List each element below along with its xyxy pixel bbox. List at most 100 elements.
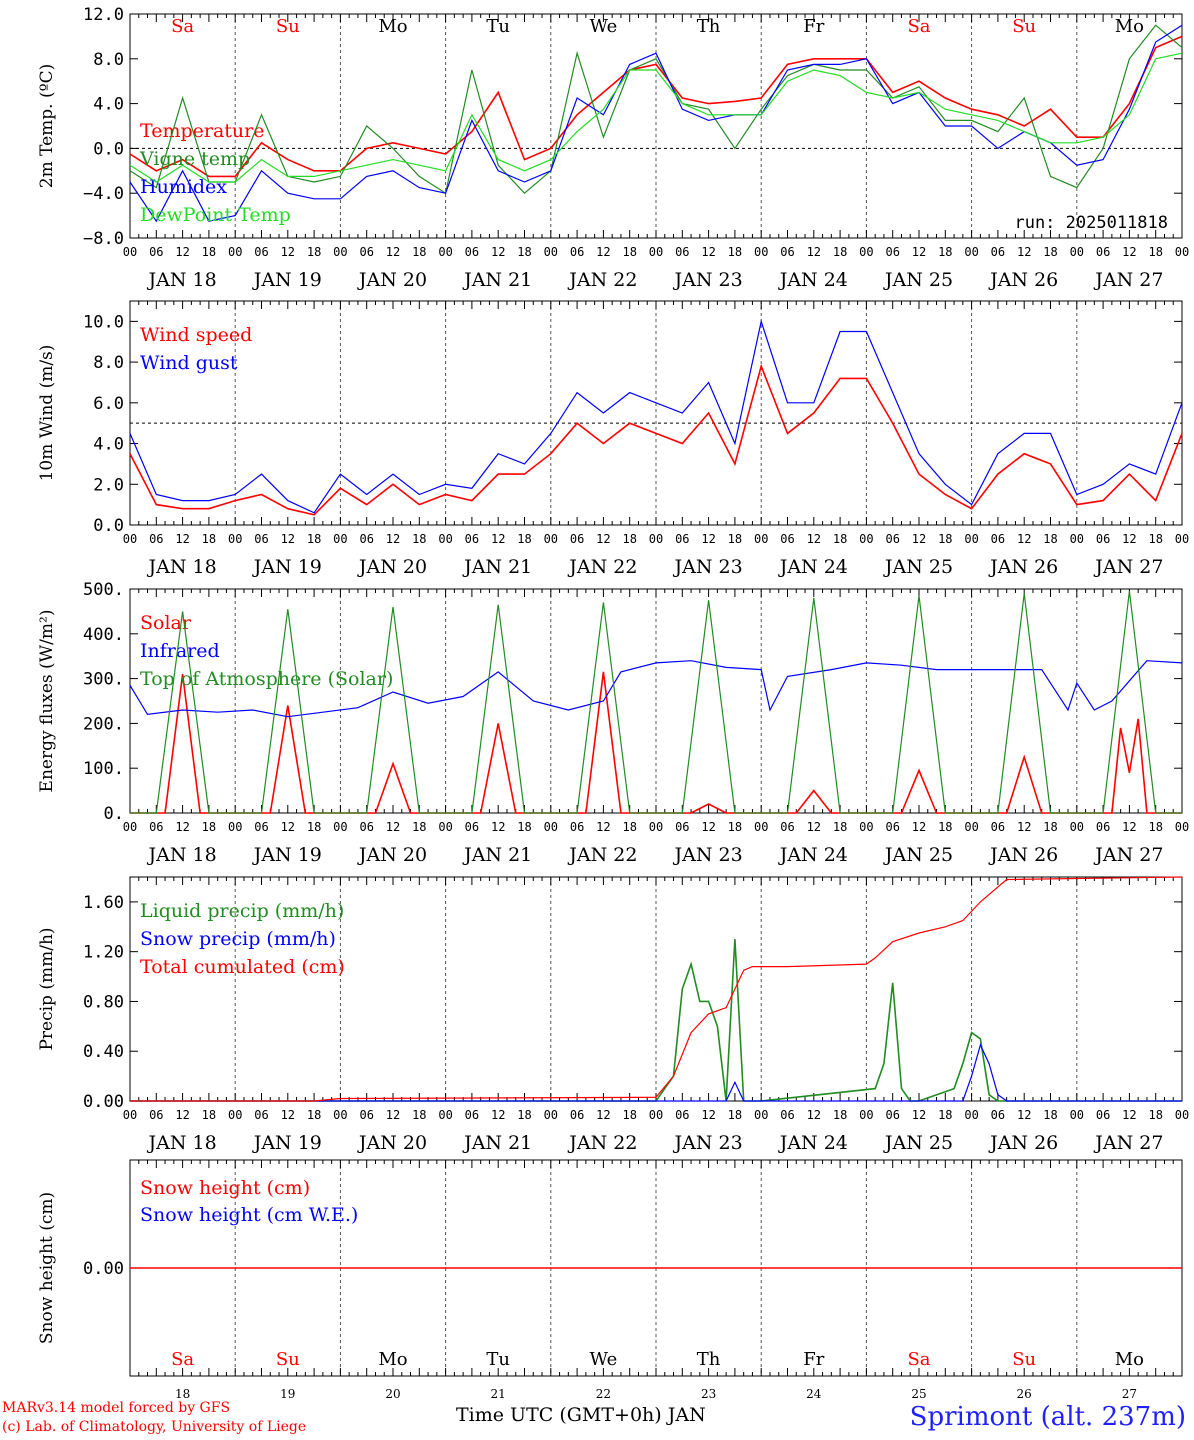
legend-entry: Solar: [140, 612, 192, 634]
hour-label: 00: [438, 245, 452, 259]
y-tick-label: 200.: [83, 714, 124, 734]
hour-label: 06: [675, 820, 689, 834]
hour-label: 00: [964, 820, 978, 834]
date-label: JAN 20: [357, 556, 427, 578]
hour-label: 12: [386, 532, 400, 546]
hour-label: 12: [491, 820, 505, 834]
hour-label: 00: [649, 1108, 663, 1122]
hour-label: 06: [465, 820, 479, 834]
weekday-label: Mo: [1115, 16, 1144, 37]
hour-label: 18: [412, 820, 426, 834]
hour-label: 12: [175, 245, 189, 259]
y-tick-label: 10.0: [83, 312, 124, 332]
hour-label: 06: [1096, 820, 1110, 834]
hour-label: 12: [701, 245, 715, 259]
hour-label: 18: [728, 245, 742, 259]
hour-label: 06: [1096, 532, 1110, 546]
hour-label: 06: [149, 820, 163, 834]
hour-label: 06: [780, 532, 794, 546]
hour-label: 06: [254, 820, 268, 834]
hour-label: 06: [570, 820, 584, 834]
date-label: JAN 21: [462, 1132, 532, 1154]
hour-label: 18: [202, 245, 216, 259]
plot-frame: [129, 588, 1183, 814]
location-title: Sprimont (alt. 237m): [909, 1402, 1186, 1432]
y-tick-label: 0.0: [93, 516, 124, 536]
y-tick-label: 0.0: [93, 139, 124, 159]
hour-label: 00: [1175, 1108, 1189, 1122]
panel-4: 0.00 0.40 0.80 1.20 1.60 Precip (mm/h) Liquid …: [37, 876, 1189, 1154]
hour-label: 06: [1096, 245, 1110, 259]
hour-label: 00: [754, 532, 768, 546]
hour-label: 18: [1148, 820, 1162, 834]
date-label: JAN 27: [1093, 844, 1163, 866]
date-label: JAN 22: [567, 1132, 637, 1154]
y-axis-label: Energy fluxes (W/m²): [37, 610, 57, 793]
y-axis-label: 2m Temp. (ºC): [37, 64, 57, 189]
hour-label: 18: [1043, 820, 1057, 834]
hour-label: 18: [833, 1108, 847, 1122]
date-label: JAN 24: [778, 844, 848, 866]
y-tick-label: −4.0: [83, 184, 124, 204]
y-tick-label: 8.0: [93, 50, 124, 70]
series-line-solar: [130, 671, 1182, 814]
series-line-snow-precip-mm-h-: [130, 1043, 1182, 1102]
hour-label: 18: [1043, 532, 1057, 546]
hour-label: 18: [517, 1108, 531, 1122]
date-label: JAN 25: [883, 1132, 953, 1154]
hour-label: 06: [780, 245, 794, 259]
y-tick-label: −8.0: [83, 229, 124, 249]
hour-label: 18: [307, 1108, 321, 1122]
hour-label: 00: [228, 245, 242, 259]
hour-label: 00: [964, 1108, 978, 1122]
hour-label: 06: [885, 820, 899, 834]
legend-entry: Snow height (cm W.E.): [140, 1204, 358, 1226]
hour-label: 18: [202, 820, 216, 834]
hour-label: 18: [307, 820, 321, 834]
hour-label: 12: [1122, 245, 1136, 259]
hour-label: 00: [1070, 820, 1084, 834]
date-label: JAN 25: [883, 556, 953, 578]
weekday-label: Th: [697, 16, 721, 37]
date-label: JAN 23: [673, 556, 743, 578]
hour-label: 00: [964, 245, 978, 259]
hour-label: 12: [596, 245, 610, 259]
y-tick-label: 0.00: [83, 1259, 124, 1279]
hour-label: 06: [1096, 1108, 1110, 1122]
hour-label: 06: [149, 1108, 163, 1122]
series-line-humidex: [129, 24, 1183, 223]
y-tick-label: 400.: [83, 625, 124, 645]
hour-label: 18: [202, 532, 216, 546]
meteogram: −8.0 −4.0 0.0 4.0 8.0 12.0 2m Temp. (ºC) Temper…: [37, 5, 1189, 1400]
weekday-label: We: [590, 1349, 618, 1370]
hour-label: 00: [754, 1108, 768, 1122]
hour-label: 06: [254, 1108, 268, 1122]
hour-label: 18: [833, 820, 847, 834]
hour-label: 12: [807, 820, 821, 834]
hour-label: 18: [1148, 532, 1162, 546]
date-label: JAN 19: [252, 1132, 322, 1154]
hour-label: 12: [281, 245, 295, 259]
weekday-label: Fr: [803, 1349, 824, 1370]
day-number: 20: [385, 1387, 400, 1400]
plot-frame: [129, 300, 1183, 526]
hour-label: 06: [991, 532, 1005, 546]
hour-label: 18: [517, 532, 531, 546]
date-label: JAN 19: [252, 844, 322, 866]
hour-label: 12: [281, 1108, 295, 1122]
y-tick-label: 0.40: [83, 1042, 124, 1062]
hour-label: 12: [491, 532, 505, 546]
date-label: JAN 27: [1093, 1132, 1163, 1154]
day-number: 21: [491, 1387, 506, 1400]
hour-label: 12: [1122, 1108, 1136, 1122]
hour-label: 12: [596, 1108, 610, 1122]
day-number: 26: [1017, 1387, 1032, 1400]
run-annotation: run: 2025011818: [1014, 213, 1168, 233]
hour-label: 18: [412, 245, 426, 259]
hour-label: 00: [333, 532, 347, 546]
hour-label: 18: [938, 532, 952, 546]
hour-label: 12: [807, 532, 821, 546]
weekday-label: Su: [1012, 1349, 1036, 1370]
hour-label: 12: [175, 1108, 189, 1122]
series-line-temperature: [129, 35, 1183, 178]
